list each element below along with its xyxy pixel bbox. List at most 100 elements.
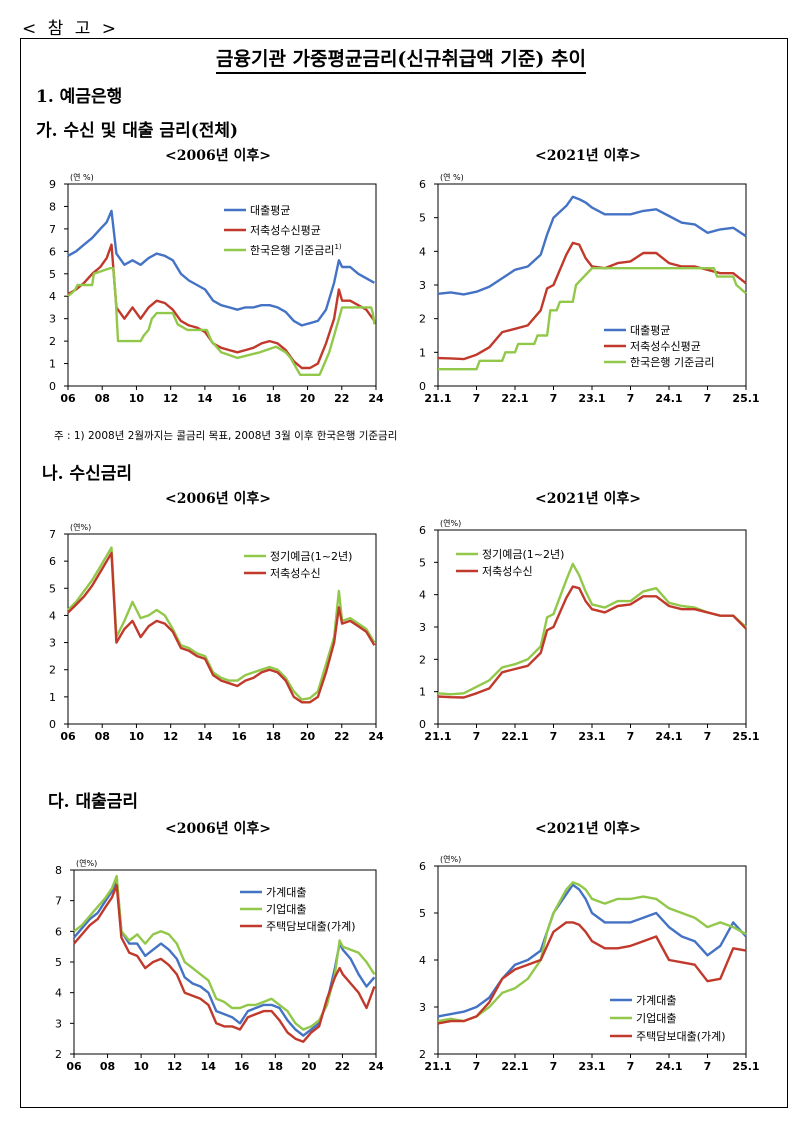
y-tick-label: 0 xyxy=(49,380,56,393)
y-unit-label: (연%) xyxy=(440,855,461,864)
y-tick-label: 2 xyxy=(419,1048,426,1061)
series-line-1 xyxy=(67,551,376,704)
y-tick-label: 3 xyxy=(49,313,56,326)
series-line-1 xyxy=(437,585,747,699)
y-tick-label: 6 xyxy=(419,524,426,537)
y-tick-label: 5 xyxy=(419,556,426,569)
y-unit-label: (연 %) xyxy=(70,173,94,182)
y-tick-label: 7 xyxy=(55,895,62,908)
y-tick-label: 3 xyxy=(55,1017,62,1030)
y-tick-label: 1 xyxy=(419,686,426,699)
x-tick-label: 24 xyxy=(368,1060,384,1073)
x-tick-label: 06 xyxy=(60,392,76,405)
y-unit-label: (연%) xyxy=(70,523,91,532)
x-tick-label: 24.1 xyxy=(655,1060,682,1073)
y-tick-label: 4 xyxy=(419,589,426,602)
plot-frame xyxy=(67,183,377,387)
chart-loan-short: (연%) 2 3 4 5 6 21.1 7 22.1 7 23.1 7 24.1 7 25.1 가계대출기업대… xyxy=(419,855,760,1073)
legend-label: 기업대출 xyxy=(636,1012,676,1025)
x-tick-label: 18 xyxy=(266,392,281,405)
page-title: 금융기관 가중평균금리(신규취급액 기준) 추이 xyxy=(0,44,802,74)
y-tick-label: 1 xyxy=(49,358,56,371)
y-unit-label: (연%) xyxy=(440,519,461,528)
y-tick-label: 2 xyxy=(49,664,56,677)
x-tick-label: 10 xyxy=(133,1060,149,1073)
x-tick-label: 24.1 xyxy=(655,730,682,743)
legend-label: 저축성수신 xyxy=(270,567,321,580)
x-tick-label: 20 xyxy=(301,1060,317,1073)
x-tick-label: 7 xyxy=(627,730,635,743)
y-tick-label: 6 xyxy=(55,925,62,938)
x-tick-label: 25.1 xyxy=(732,1060,759,1073)
x-tick-label: 21.1 xyxy=(424,392,451,405)
section-heading-1: 1. 예금은행 xyxy=(36,87,123,107)
x-tick-label: 16 xyxy=(231,392,247,405)
reference-label: < 참 고 > xyxy=(22,19,119,39)
x-tick-label: 10 xyxy=(129,392,145,405)
x-tick-label: 23.1 xyxy=(578,1060,605,1073)
x-tick-label: 06 xyxy=(66,1060,82,1073)
legend-label: 저축성수신평균 xyxy=(630,340,701,353)
y-tick-label: 4 xyxy=(49,290,56,303)
y-tick-label: 1 xyxy=(49,691,56,704)
x-tick-label: 7 xyxy=(704,1060,712,1073)
chart-deposit-short: (연%) 0 1 2 3 4 5 6 21.1 7 22.1 7 23.1 7 24.1 7 25.1 정기예금(… xyxy=(419,519,760,743)
series-line-2 xyxy=(67,266,376,377)
y-tick-label: 3 xyxy=(419,621,426,634)
x-tick-label: 7 xyxy=(704,730,712,743)
y-tick-label: 6 xyxy=(419,860,426,873)
x-tick-label: 23.1 xyxy=(578,392,605,405)
legend-label: 기업대출 xyxy=(266,903,306,916)
y-tick-label: 0 xyxy=(419,718,426,731)
series-line-0 xyxy=(437,562,747,696)
subtitle-a-short: <2021년 이후> xyxy=(535,148,641,164)
series-line-2 xyxy=(73,884,376,1043)
y-tick-label: 2 xyxy=(55,1048,62,1061)
y-tick-label: 8 xyxy=(49,200,56,213)
section-heading-b: 나. 수신금리 xyxy=(42,464,133,484)
legend-label: 주택담보대출(가계) xyxy=(636,1030,726,1043)
y-tick-label: 4 xyxy=(55,987,62,1000)
legend-label: 저축성수신 xyxy=(482,565,533,578)
y-tick-label: 4 xyxy=(419,954,426,967)
subtitle-b-short: <2021년 이후> xyxy=(535,491,641,507)
series-line-0 xyxy=(437,195,747,296)
x-tick-label: 7 xyxy=(550,1060,558,1073)
plot-frame xyxy=(437,865,747,1055)
legend-label: 한국은행 기준금리1) xyxy=(250,243,342,257)
y-tick-label: 0 xyxy=(419,380,426,393)
x-tick-label: 7 xyxy=(550,730,558,743)
legend-label: 대출평균 xyxy=(630,324,670,337)
y-tick-label: 3 xyxy=(419,279,426,292)
x-tick-label: 22.1 xyxy=(501,392,528,405)
x-tick-label: 14 xyxy=(197,730,213,743)
legend-label: 가계대출 xyxy=(636,994,676,1007)
legend-label: 주택담보대출(가계) xyxy=(266,920,356,933)
x-tick-label: 25.1 xyxy=(732,392,759,405)
legend-label: 저축성수신평균 xyxy=(250,224,321,237)
x-tick-label: 08 xyxy=(100,1060,115,1073)
x-tick-label: 7 xyxy=(704,392,712,405)
x-tick-label: 7 xyxy=(473,730,481,743)
y-tick-label: 0 xyxy=(49,718,56,731)
y-tick-label: 9 xyxy=(49,178,56,191)
x-tick-label: 14 xyxy=(201,1060,217,1073)
legend-label: 가계대출 xyxy=(266,886,306,899)
y-unit-label: (연 %) xyxy=(440,173,464,182)
x-tick-label: 12 xyxy=(167,1060,182,1073)
y-tick-label: 6 xyxy=(49,555,56,568)
x-tick-label: 12 xyxy=(163,392,178,405)
x-tick-label: 7 xyxy=(627,392,635,405)
y-tick-label: 2 xyxy=(419,313,426,326)
x-tick-label: 7 xyxy=(550,392,558,405)
x-tick-label: 08 xyxy=(95,730,110,743)
x-tick-label: 10 xyxy=(129,730,145,743)
chart-deposit-loan-short: (연 %) 0 1 2 3 4 5 6 21.1 7 22.1 7 23.1 7 24.1 7 25.1 대출평균… xyxy=(419,173,760,405)
y-tick-label: 7 xyxy=(49,223,56,236)
series-line-1 xyxy=(437,881,747,1023)
series-line-1 xyxy=(437,241,747,361)
y-tick-label: 2 xyxy=(49,335,56,348)
subtitle-a-long: <2006년 이후> xyxy=(165,148,271,164)
section-heading-a: 가. 수신 및 대출 금리(전체) xyxy=(36,121,239,141)
